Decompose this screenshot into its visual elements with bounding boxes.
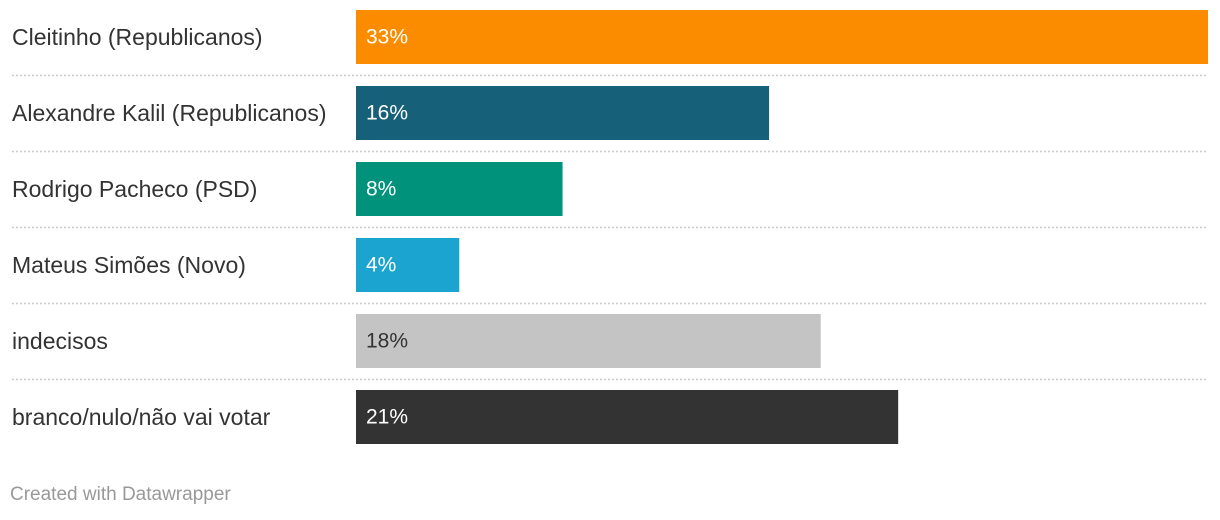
- value-label: 21%: [366, 406, 408, 429]
- category-label: Mateus Simões (Novo): [12, 252, 246, 278]
- category-label: indecisos: [12, 328, 108, 354]
- bar: [356, 390, 899, 444]
- bar-row: Rodrigo Pacheco (PSD) 8%: [12, 162, 1208, 229]
- bar-row: branco/nulo/não vai votar 21%: [12, 390, 899, 444]
- bar: [356, 162, 563, 216]
- bar-row: Cleitinho (Republicanos) 33%: [12, 10, 1208, 77]
- value-label: 4%: [366, 254, 396, 277]
- category-label: Alexandre Kalil (Republicanos): [12, 100, 327, 126]
- value-label: 18%: [366, 330, 408, 353]
- datawrapper-credit: Created with Datawrapper: [10, 484, 231, 505]
- bar-chart: Cleitinho (Republicanos) 33% Alexandre Kal…: [12, 10, 1208, 444]
- bar: [356, 86, 770, 140]
- bar-row: Alexandre Kalil (Republicanos) 16%: [12, 86, 1208, 153]
- value-label: 16%: [366, 102, 408, 125]
- category-label: branco/nulo/não vai votar: [12, 404, 271, 430]
- bar-row: Mateus Simões (Novo) 4%: [12, 238, 1208, 305]
- value-label: 33%: [366, 26, 408, 49]
- bar: [356, 238, 460, 292]
- bar: [356, 10, 1208, 64]
- bar: [356, 314, 821, 368]
- category-label: Rodrigo Pacheco (PSD): [12, 176, 257, 202]
- value-label: 8%: [366, 178, 396, 201]
- bar-row: indecisos 18%: [12, 314, 1208, 381]
- category-label: Cleitinho (Republicanos): [12, 24, 263, 50]
